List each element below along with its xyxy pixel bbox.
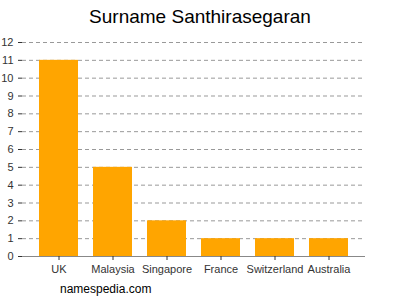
svg-text:10: 10	[1, 72, 13, 84]
html-text:Surname Santhirasegaran: Surname Santhirasegaran	[89, 6, 311, 27]
svg-text:France: France	[204, 263, 238, 275]
svg-text:7: 7	[7, 125, 13, 137]
svg-text:Switzerland: Switzerland	[247, 263, 304, 275]
html-text:namespedia.com: namespedia.com	[60, 282, 152, 296]
svg-text:Malaysia: Malaysia	[91, 263, 135, 275]
svg-text:4: 4	[7, 179, 13, 191]
svg-text:11: 11	[2, 54, 13, 66]
svg-text:3: 3	[7, 197, 13, 209]
svg-text:UK: UK	[51, 263, 67, 275]
svg-text:Australia: Australia	[308, 263, 352, 275]
svg-text:Singapore: Singapore	[142, 263, 192, 275]
svg-text:6: 6	[7, 143, 13, 155]
svg-text:8: 8	[7, 107, 13, 119]
svg-text:2: 2	[7, 214, 13, 226]
svg-text:1: 1	[7, 232, 13, 244]
svg-text:9: 9	[7, 90, 13, 102]
svg-text:12: 12	[1, 36, 13, 48]
svg-text:0: 0	[7, 250, 13, 262]
svg-text:5: 5	[7, 161, 13, 173]
